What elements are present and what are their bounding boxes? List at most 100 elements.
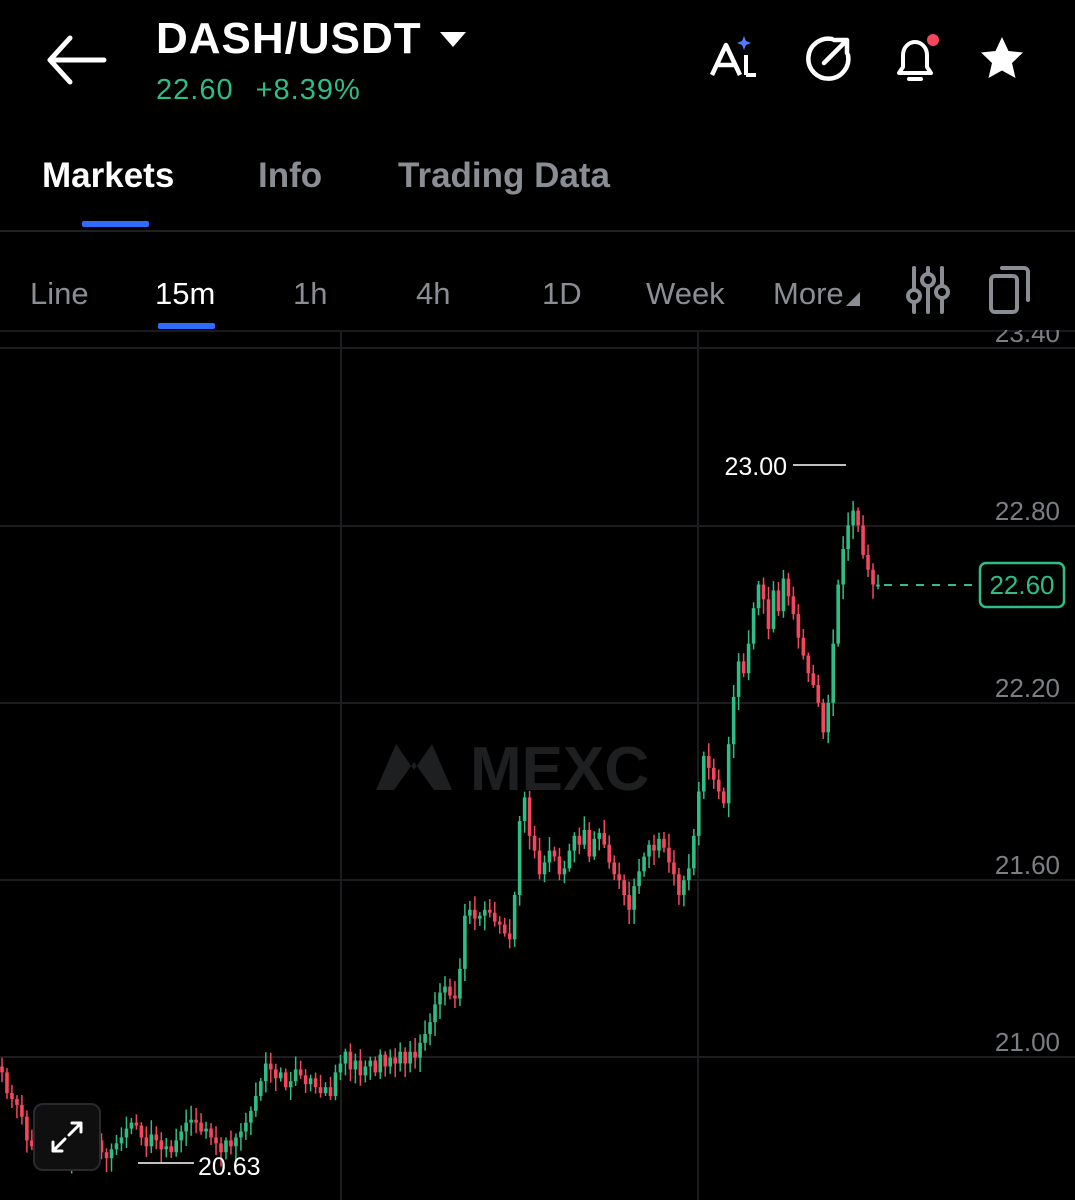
price-chart[interactable]: MEXC 23.40 22.80 22.20 21.60 21.00 23.00…: [0, 330, 1075, 1200]
candle-down: [318, 1087, 323, 1094]
candle-up: [129, 1122, 134, 1129]
main-tabs: Markets Info Trading Data: [0, 120, 1075, 232]
candle-up: [482, 909, 487, 916]
candle-up: [204, 1128, 208, 1132]
candle-down: [303, 1075, 308, 1085]
candle-down: [507, 933, 512, 940]
candle-down: [532, 835, 537, 851]
candle-down: [622, 880, 626, 895]
candle-down: [806, 655, 811, 674]
candle-up: [278, 1072, 283, 1079]
candle-up: [109, 1149, 114, 1159]
candle-up: [831, 643, 836, 703]
candle-down: [716, 779, 721, 792]
candle-down: [871, 569, 875, 585]
candle-down: [154, 1134, 159, 1141]
candle-up: [343, 1051, 348, 1064]
candle-down: [15, 1098, 19, 1105]
candle-down: [20, 1104, 24, 1117]
timeframe-more[interactable]: More: [773, 276, 860, 312]
star-icon[interactable]: [976, 33, 1028, 85]
candle-down: [403, 1051, 407, 1064]
candle-up: [657, 838, 661, 851]
candle-up: [746, 643, 751, 674]
ai-icon[interactable]: [708, 33, 760, 85]
candle-down: [627, 894, 631, 910]
candle-up: [423, 1033, 427, 1043]
candle-up: [249, 1110, 253, 1123]
candle-up: [174, 1140, 179, 1153]
indicator-settings-icon[interactable]: [904, 264, 952, 316]
rotate-screen-icon[interactable]: [986, 264, 1034, 316]
share-icon[interactable]: [802, 33, 854, 85]
timeframe-4h[interactable]: 4h: [416, 276, 451, 311]
candle-down: [811, 673, 816, 686]
candle-down: [383, 1054, 388, 1067]
back-arrow-icon[interactable]: [40, 30, 114, 90]
candle-up: [408, 1051, 412, 1064]
candle-up: [323, 1087, 328, 1094]
high-price-label: 23.00: [724, 453, 787, 481]
candle-down: [413, 1051, 417, 1058]
candle-down: [487, 909, 492, 913]
candle-up: [124, 1128, 129, 1138]
candle-down: [448, 986, 452, 996]
candle-down: [0, 1066, 4, 1073]
candle-down: [104, 1152, 109, 1159]
candles: [0, 500, 880, 1174]
timeframe-1h[interactable]: 1h: [293, 276, 328, 311]
timeframe-1d[interactable]: 1D: [542, 276, 582, 311]
candle-down: [721, 791, 726, 804]
candle-up: [263, 1063, 268, 1082]
candle-up: [517, 821, 522, 895]
candle-down: [473, 909, 477, 919]
tab-trading-data[interactable]: Trading Data: [398, 156, 610, 195]
candle-up: [433, 1004, 437, 1023]
candle-down: [552, 850, 557, 857]
candle-down: [169, 1146, 174, 1153]
candle-down: [358, 1060, 363, 1076]
candle-up: [731, 696, 736, 745]
watermark-text: MEXC: [470, 735, 649, 804]
candle-up: [572, 835, 577, 851]
candle-down: [652, 844, 656, 851]
candle-down: [557, 856, 562, 875]
timeframe-line[interactable]: Line: [30, 276, 89, 311]
chevron-down-icon[interactable]: [440, 32, 466, 47]
candle-down: [214, 1137, 218, 1144]
candle-up: [463, 915, 467, 969]
candle-down: [328, 1087, 333, 1097]
fullscreen-button[interactable]: [33, 1103, 101, 1171]
candle-down: [30, 1140, 34, 1147]
candle-down: [662, 838, 666, 848]
candle-down: [791, 596, 796, 615]
tab-info[interactable]: Info: [258, 156, 323, 195]
candle-up: [239, 1131, 243, 1138]
candle-up: [224, 1140, 228, 1153]
candle-up: [353, 1060, 358, 1070]
expand-icon: [51, 1121, 83, 1153]
price-summary: 22.60 +8.39%: [156, 74, 361, 107]
current-price-label: 22.60: [989, 570, 1054, 600]
candle-up: [254, 1096, 258, 1111]
more-triangle-icon: [845, 292, 860, 306]
candle-down: [453, 995, 457, 999]
trading-pair-title[interactable]: DASH/USDT: [156, 14, 422, 63]
current-price-tag: [978, 561, 1066, 609]
candle-up: [378, 1054, 383, 1073]
tab-markets[interactable]: Markets: [42, 156, 175, 195]
header: DASH/USDT 22.60 +8.39%: [0, 0, 1075, 120]
timeframe-15m[interactable]: 15m: [155, 276, 216, 311]
candle-up: [363, 1066, 368, 1076]
candle-up: [592, 838, 597, 857]
candle-down: [537, 850, 542, 875]
candle-down: [766, 599, 771, 629]
candle-up: [338, 1063, 343, 1073]
candle-up: [293, 1069, 298, 1082]
candle-up: [164, 1146, 169, 1150]
candle-up: [333, 1072, 338, 1097]
bell-icon[interactable]: [889, 33, 941, 85]
candle-up: [398, 1051, 402, 1064]
timeframe-week[interactable]: Week: [646, 276, 725, 311]
candle-up: [692, 835, 696, 869]
